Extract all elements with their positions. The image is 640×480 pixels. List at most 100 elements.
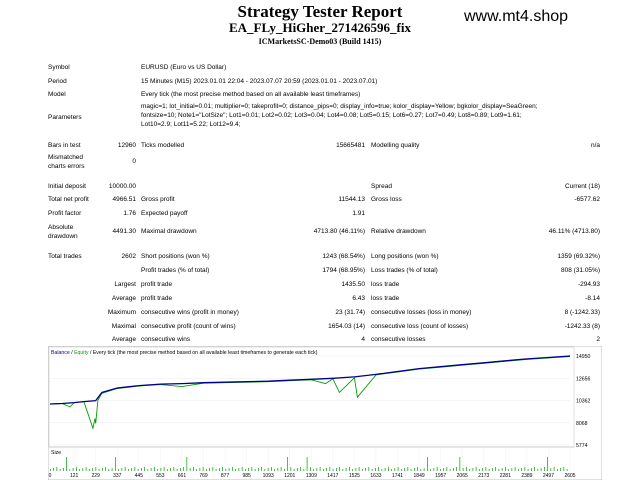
- parameters-line-1: magic=1; lot_initial=0.01; multiplier=0;…: [0, 102, 640, 114]
- size-bar: [193, 467, 194, 471]
- size-bar: [514, 467, 516, 471]
- parameters-value-1: magic=1; lot_initial=0.01; multiplier=0;…: [141, 103, 538, 110]
- payoff-label: Expected payoff: [141, 210, 188, 217]
- size-bar: [469, 469, 470, 471]
- parameters-value-3: Lot10=2.9; Lot11=5.22; Lot12=9.4;: [141, 121, 241, 128]
- absdd-value: 4491.30: [112, 228, 137, 235]
- size-bar: [144, 467, 145, 471]
- bars-value: 12960: [117, 142, 136, 149]
- spread-value: Current (18): [564, 183, 600, 190]
- size-bar: [121, 468, 123, 471]
- deposit-label: Initial deposit: [48, 183, 86, 190]
- size-bar: [154, 467, 155, 471]
- size-bar: [115, 457, 116, 471]
- size-bar: [59, 469, 61, 471]
- size-bar: [85, 467, 87, 471]
- size-bar: [290, 467, 292, 471]
- size-bar: [355, 468, 357, 471]
- size-bar: [345, 468, 347, 471]
- parameters-value-2: fontsize=10; Note1="LotSize"; Lot1=0.01;…: [141, 112, 522, 119]
- largest-loss-label: loss trade: [371, 281, 400, 288]
- mismatch-value: 0: [132, 158, 136, 165]
- reldd-label: Relative drawdown: [371, 228, 426, 235]
- size-bar: [264, 469, 266, 471]
- y-tick-label: 10362: [576, 399, 591, 405]
- reldd-value: 46.11% (4713.80): [548, 228, 600, 235]
- x-tick-label: 229: [92, 473, 101, 479]
- size-bar: [267, 468, 269, 471]
- size-bar: [53, 468, 54, 471]
- size-bar: [466, 467, 467, 471]
- size-bar: [329, 467, 331, 471]
- size-bar: [271, 467, 272, 471]
- size-bar: [527, 469, 529, 471]
- size-bar: [63, 468, 64, 471]
- server-info: ICMarketsSC-Demo03 (Build 1415): [258, 37, 382, 46]
- average-profit-value: 6.43: [352, 295, 365, 302]
- ticks-label: Ticks modelled: [141, 142, 185, 149]
- y-tick-label: 8068: [576, 421, 588, 427]
- avg2-label: Average: [111, 336, 136, 343]
- balance-line: [49, 355, 571, 405]
- largest-row: Largest profit trade 1435.50 loss trade …: [0, 280, 640, 292]
- size-bar: [518, 469, 519, 471]
- size-bar: [183, 467, 184, 471]
- legend-balance: Balance: [51, 350, 70, 356]
- average-profit-label: profit trade: [141, 295, 173, 302]
- size-bar: [300, 467, 301, 471]
- long-label: Long positions (won %): [371, 253, 439, 260]
- size-bar: [547, 457, 548, 471]
- size-bar: [245, 469, 246, 471]
- size-bar: [563, 467, 565, 471]
- size-bar: [511, 468, 513, 471]
- size-bar: [215, 469, 217, 471]
- size-bar: [550, 468, 552, 471]
- x-tick-label: 553: [156, 473, 165, 479]
- period-row: Period 15 Minutes (M15) 2023.01.01 22:04…: [0, 77, 640, 89]
- parameters-label: Parameters: [48, 114, 82, 121]
- size-bar: [414, 468, 415, 471]
- x-tick-label: 2065: [457, 473, 468, 479]
- chart-grid: [49, 355, 571, 471]
- size-bar: [173, 467, 175, 471]
- size-bar: [303, 469, 305, 471]
- size-bar: [186, 457, 188, 471]
- spread-label: Spread: [371, 183, 392, 190]
- size-bar: [82, 468, 84, 471]
- size-bar: [79, 469, 80, 471]
- size-bar: [505, 467, 506, 471]
- legend-method: / Every tick (the most precise method ba…: [89, 350, 318, 356]
- size-bar: [238, 468, 240, 471]
- absdd-label-1: Absolute: [48, 224, 74, 231]
- max-wins-value: 23 (31.74): [335, 309, 365, 316]
- size-bar: [537, 469, 539, 471]
- grossloss-label: Gross loss: [371, 196, 402, 203]
- largest-profit-label: profit trade: [141, 281, 173, 288]
- pf-value: 1.76: [123, 210, 136, 217]
- size-bar: [251, 467, 253, 471]
- netprofit-value: 4966.51: [112, 196, 137, 203]
- average-row: Average profit trade 6.43 loss trade -8.…: [0, 294, 640, 306]
- size-bar: [89, 469, 90, 471]
- size-bar: [430, 469, 431, 471]
- size-bar: [134, 467, 136, 471]
- grossprofit-value: 11544.13: [338, 196, 365, 203]
- x-tick-label: 1633: [370, 473, 381, 479]
- x-tick-label: 337: [113, 473, 122, 479]
- trades-row: Total trades 2602 Short positions (won %…: [0, 252, 640, 264]
- deposit-value: 10000.00: [108, 183, 136, 190]
- x-tick-label: 1417: [327, 473, 338, 479]
- size-bar: [277, 468, 279, 471]
- size-bar: [56, 467, 58, 471]
- size-bar: [316, 468, 318, 471]
- parameters-line-2: fontsize=10; Note1="LotSize"; Lot1=0.01;…: [0, 111, 640, 123]
- size-bar: [92, 468, 93, 471]
- size-bar: [176, 469, 178, 471]
- y-tick-label: 14950: [576, 354, 591, 360]
- balance-chart: Balance / Equity / Every tick (the most …: [48, 346, 602, 480]
- size-bar: [475, 467, 477, 471]
- x-tick-label: 877: [221, 473, 230, 479]
- size-bar: [212, 467, 214, 471]
- size-bar: [362, 469, 363, 471]
- max-losses-value: 8 (-1242.33): [564, 309, 600, 316]
